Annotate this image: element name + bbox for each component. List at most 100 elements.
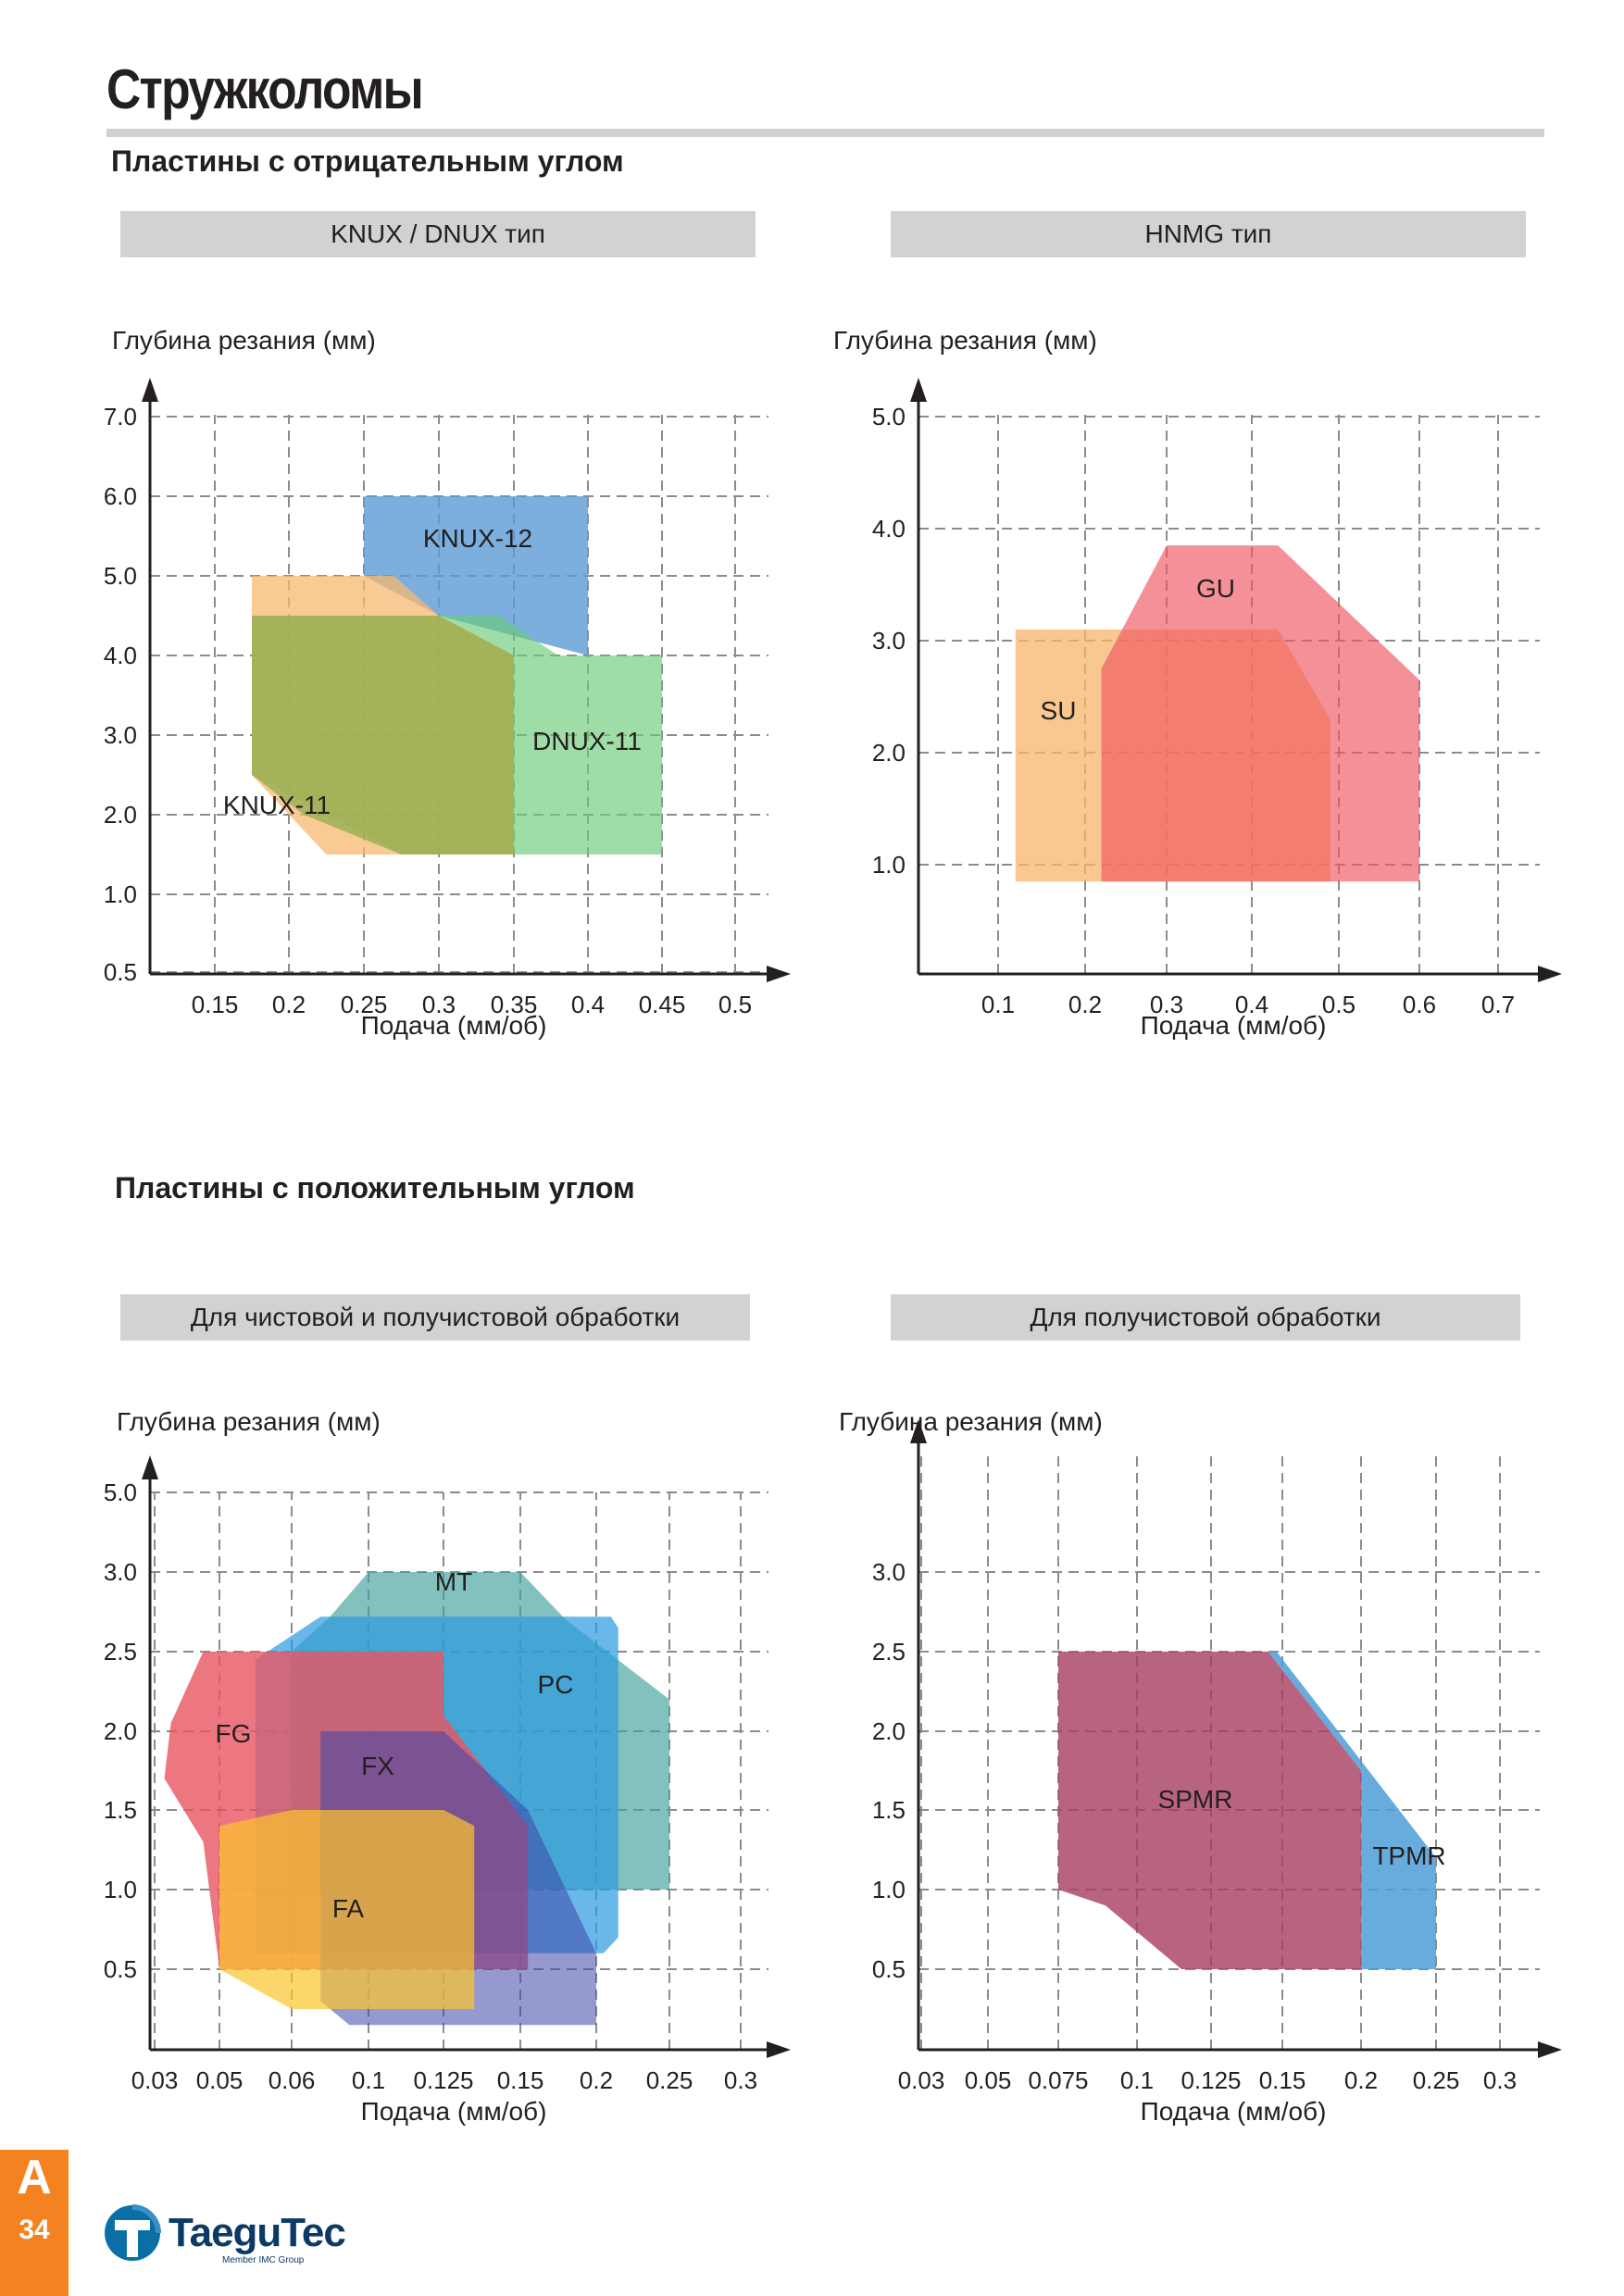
x-tick-label: 0.125 <box>1181 2066 1241 2094</box>
section-letter: A <box>17 2151 52 2204</box>
page-title: Стружколомы <box>106 58 424 120</box>
chart-title-knux: KNUX / DNUX тип <box>120 211 756 257</box>
y-tick-label: 2.0 <box>104 801 137 829</box>
x-tick-label: 0.06 <box>269 2066 316 2094</box>
chart-title-semifinishing: Для получистовой обработки <box>891 1294 1520 1341</box>
chart-title-hnmg: HNMG тип <box>891 211 1526 257</box>
x-axis-arrow-icon <box>1538 966 1562 982</box>
series-label-fg: FG <box>216 1719 252 1748</box>
x-tick-label: 0.45 <box>639 991 686 1018</box>
series-label-mt: MT <box>435 1567 472 1596</box>
x-tick-label: 0.03 <box>131 2066 179 2094</box>
y-tick-label: 3.0 <box>872 627 906 655</box>
y-tick-label: 4.0 <box>104 642 137 669</box>
y-tick-label: 5.0 <box>104 1479 137 1506</box>
y-axis-arrow-icon <box>910 378 927 402</box>
y-tick-label: 5.0 <box>872 403 906 430</box>
x-axis-arrow-icon <box>767 966 791 982</box>
x-tick-label: 0.5 <box>718 991 752 1018</box>
series-label-pc: PC <box>538 1670 574 1699</box>
area-knux-12 <box>364 496 588 655</box>
area-tpmr <box>1268 1652 1436 1969</box>
chart-title-finishing: Для чистовой и получистовой обработки <box>120 1294 750 1341</box>
brand-name: TaeguTec <box>169 2210 345 2255</box>
y-tick-label: 0.5 <box>104 958 137 986</box>
x-tick-label: 0.7 <box>1481 991 1515 1018</box>
x-tick-label: 0.2 <box>580 2066 613 2094</box>
x-axis-label: Подача (мм/об) <box>1141 2097 1327 2126</box>
page-number: 34 <box>19 2215 50 2245</box>
x-tick-label: 0.1 <box>352 2066 385 2094</box>
title-rule <box>106 129 1544 137</box>
chart-hnmg: 0.1 0.2 0.3 0.4 0.5 0.6 0.7 1.0 2.0 3.0 4.0 5.0 Глуб… <box>833 326 1562 1040</box>
y-tick-label: 2.0 <box>872 739 906 767</box>
x-tick-label: 0.05 <box>965 2066 1012 2094</box>
series-label-knux-11: KNUX-11 <box>223 791 331 819</box>
series-label-fx: FX <box>361 1752 394 1780</box>
x-tick-label: 0.2 <box>1344 2066 1378 2094</box>
x-tick-label: 0.15 <box>497 2066 544 2094</box>
y-tick-label: 0.5 <box>872 1955 906 1983</box>
chart-semifinishing: 0.03 0.05 0.075 0.1 0.125 0.15 0.2 0.25 0.3 0.5 1.… <box>839 1407 1562 2126</box>
y-tick-label: 2.0 <box>872 1717 906 1745</box>
x-tick-label: 0.2 <box>1068 991 1102 1018</box>
area-spmr <box>1058 1652 1361 1969</box>
x-tick-label: 0.1 <box>981 991 1015 1018</box>
x-tick-label: 0.3 <box>1483 2066 1517 2094</box>
y-tick-label: 1.0 <box>872 1876 906 1903</box>
y-tick-label: 6.0 <box>104 482 137 510</box>
series-label-dnux-11: DNUX-11 <box>532 727 642 755</box>
area-gu <box>1101 545 1419 882</box>
y-axis-arrow-icon <box>910 1419 927 1443</box>
taegutec-logo: TaeguTec Member IMC Group <box>105 2204 346 2265</box>
y-tick-label: 4.0 <box>872 515 906 543</box>
y-tick-label: 2.5 <box>872 1638 906 1666</box>
series-label-fa: FA <box>332 1894 365 1923</box>
x-tick-label: 0.25 <box>1413 2066 1460 2094</box>
y-tick-label: 0.5 <box>104 1955 137 1983</box>
y-tick-label: 3.0 <box>104 721 137 749</box>
y-tick-label: 3.0 <box>104 1558 137 1586</box>
x-tick-label: 0.1 <box>1120 2066 1154 2094</box>
y-tick-label: 1.0 <box>872 851 906 879</box>
series-label-su: SU <box>1041 696 1077 725</box>
x-tick-label: 0.125 <box>413 2066 473 2094</box>
x-tick-label: 0.3 <box>724 2066 757 2094</box>
y-axis-label: Глубина резания (мм) <box>117 1407 381 1436</box>
y-tick-label: 5.0 <box>104 562 137 590</box>
y-axis-label: Глубина резания (мм) <box>839 1407 1103 1436</box>
x-axis-label: Подача (мм/об) <box>1141 1011 1327 1040</box>
y-axis-label: Глубина резания (мм) <box>833 326 1097 355</box>
x-tick-label: 0.6 <box>1403 991 1436 1018</box>
series-label-spmr: SPMR <box>1158 1785 1233 1814</box>
y-tick-label: 1.0 <box>104 1876 137 1903</box>
y-axis-arrow-icon <box>142 1455 158 1479</box>
x-tick-label: 0.25 <box>646 2066 693 2094</box>
y-tick-label: 1.5 <box>104 1796 137 1824</box>
x-tick-label: 0.05 <box>196 2066 244 2094</box>
brand-tagline: Member IMC Group <box>222 2255 305 2265</box>
x-tick-label: 0.35 <box>491 991 538 1018</box>
y-tick-label: 1.0 <box>104 880 137 908</box>
y-tick-label: 7.0 <box>104 403 137 430</box>
x-tick-label: 0.3 <box>1150 991 1183 1018</box>
x-tick-label: 0.15 <box>1259 2066 1306 2094</box>
chart-finishing: 0.03 0.05 0.06 0.1 0.125 0.15 0.2 0.25 0.3 0.5 1.0… <box>104 1407 791 2126</box>
section-tab <box>0 2150 69 2296</box>
x-tick-label: 0.075 <box>1028 2066 1088 2094</box>
x-tick-label: 0.15 <box>192 991 239 1018</box>
x-tick-label: 0.5 <box>1322 991 1355 1018</box>
y-axis-arrow-icon <box>142 378 158 402</box>
y-tick-label: 3.0 <box>872 1558 906 1586</box>
y-tick-label: 2.0 <box>104 1717 137 1745</box>
y-tick-label: 2.5 <box>104 1638 137 1666</box>
x-axis-label: Подача (мм/об) <box>361 2097 547 2126</box>
x-tick-label: 0.4 <box>1235 991 1268 1018</box>
series-label-tpmr: TPMR <box>1372 1841 1445 1870</box>
chart-knux-dnux: 0.15 0.2 0.25 0.3 0.35 0.4 0.45 0.5 0.5 1.0 2.0 3.0… <box>104 326 791 1040</box>
area-fa <box>219 1810 475 2009</box>
x-tick-label: 0.03 <box>898 2066 945 2094</box>
x-tick-label: 0.4 <box>571 991 605 1018</box>
section-title-positive: Пластины с положительным углом <box>115 1171 635 1204</box>
x-tick-label: 0.25 <box>341 991 388 1018</box>
